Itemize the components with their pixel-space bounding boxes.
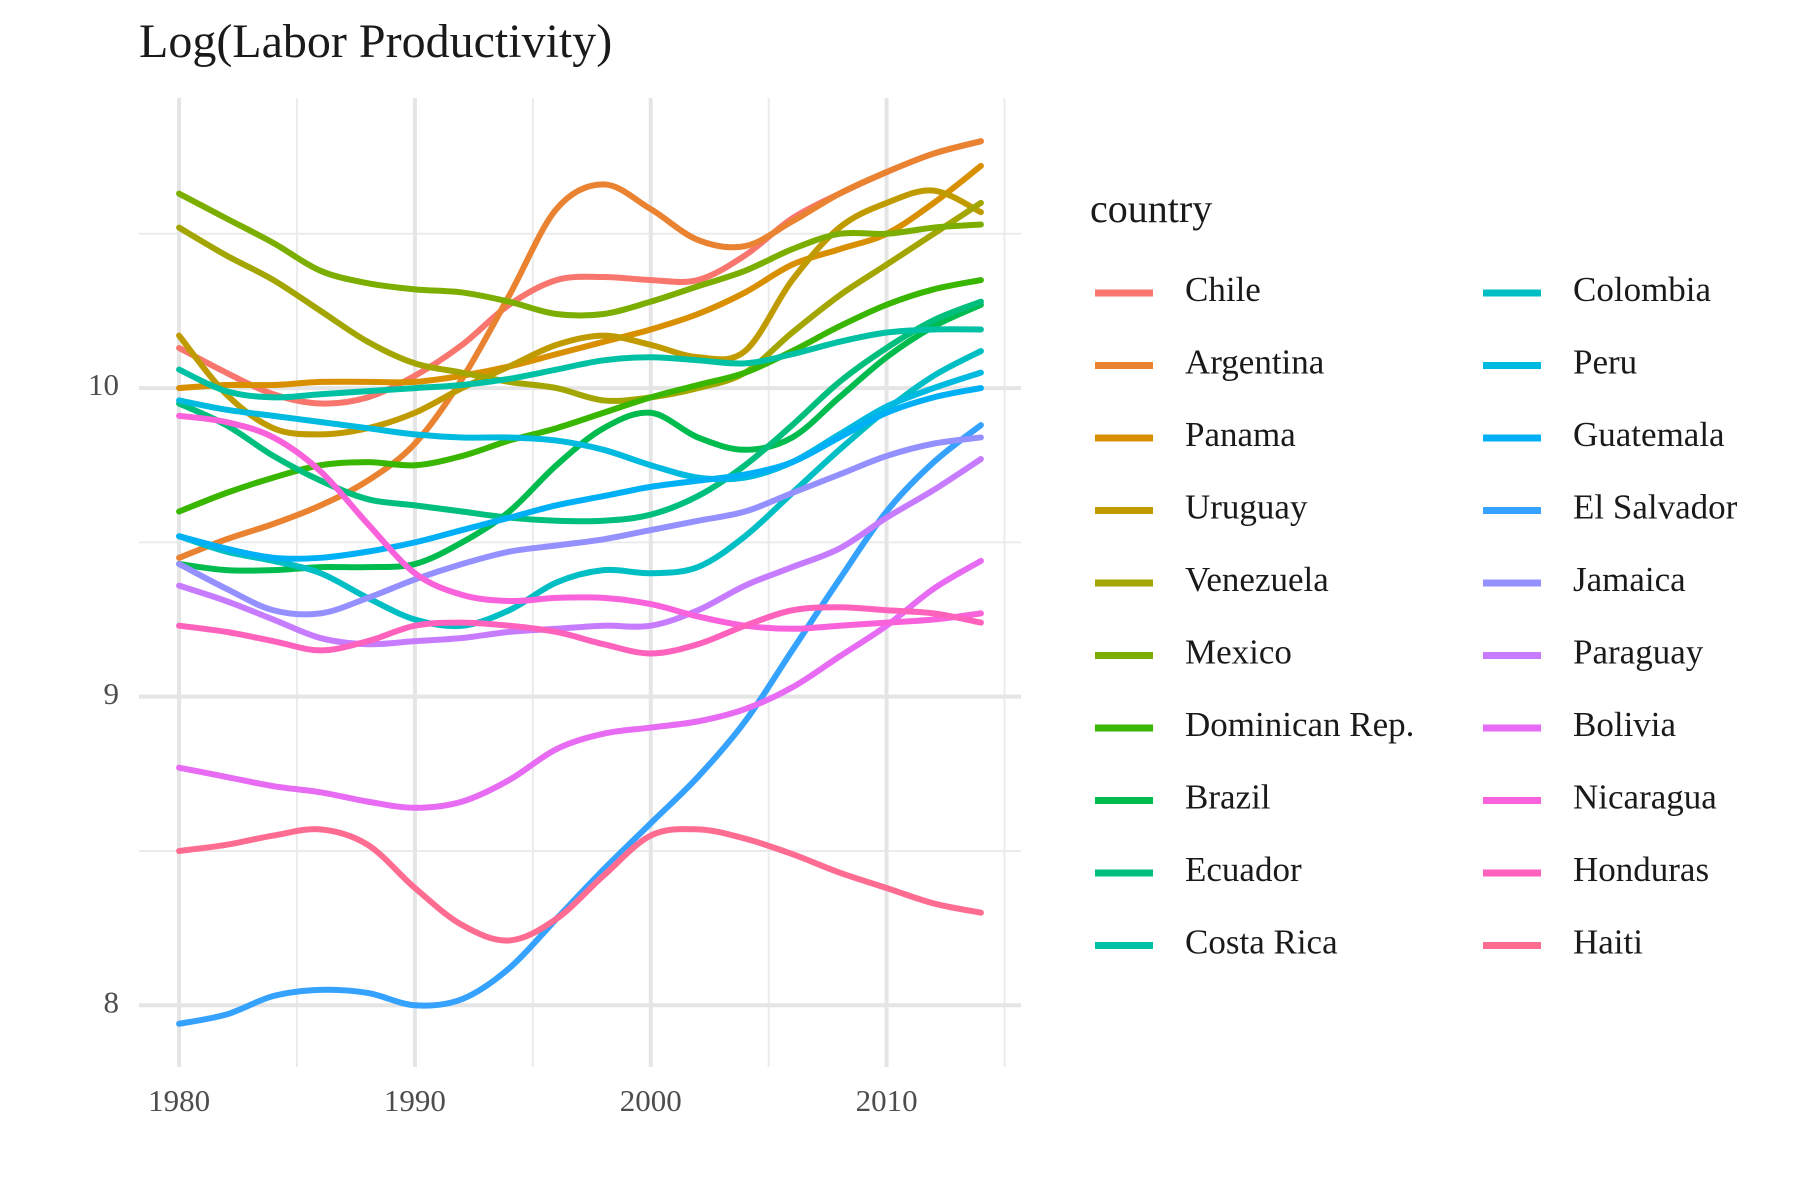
series-line	[176, 826, 984, 944]
series-line	[176, 434, 984, 618]
legend-label: Ecuador	[1185, 850, 1302, 889]
legend-label: Costa Rica	[1185, 923, 1338, 962]
legend-label: Colombia	[1573, 270, 1712, 309]
series-line	[176, 190, 984, 319]
legend-label: Mexico	[1185, 633, 1292, 672]
series-line	[176, 162, 984, 392]
series-line	[176, 199, 984, 404]
legend-label: El Salvador	[1573, 488, 1738, 527]
legend-label: Chile	[1185, 270, 1261, 309]
series-line	[176, 412, 984, 632]
series-line	[176, 456, 984, 648]
legend-label: Nicaragua	[1573, 778, 1717, 817]
legend-label: Bolivia	[1573, 705, 1677, 744]
x-tick-label: 2000	[620, 1083, 682, 1118]
series-line	[176, 326, 984, 401]
legend-label: Guatemala	[1573, 415, 1725, 454]
y-tick-label: 9	[104, 676, 120, 711]
y-tick-label: 10	[88, 367, 119, 402]
legend-label: Paraguay	[1573, 633, 1704, 672]
legend-label: Panama	[1185, 415, 1296, 454]
legend-label: Brazil	[1185, 778, 1271, 817]
x-tick-label: 2010	[856, 1083, 918, 1118]
legend-label: Honduras	[1573, 850, 1709, 889]
x-tick-label: 1980	[148, 1083, 210, 1118]
y-tick-label: 8	[104, 984, 120, 1019]
x-tick-label: 1990	[384, 1083, 446, 1118]
legend-label: Venezuela	[1185, 560, 1329, 599]
legend-title: country	[1090, 186, 1212, 231]
series-line	[176, 385, 984, 562]
series-line	[176, 348, 984, 630]
legend-label: Jamaica	[1573, 560, 1686, 599]
series-line	[176, 301, 984, 574]
series-line	[176, 557, 984, 811]
chart-title: Log(Labor Productivity)	[139, 15, 612, 68]
legend-label: Uruguay	[1185, 488, 1308, 527]
legend-label: Argentina	[1185, 343, 1325, 382]
series-line	[176, 298, 984, 525]
series-line	[176, 604, 984, 657]
legend-label: Dominican Rep.	[1185, 705, 1414, 744]
series-line	[176, 187, 984, 438]
legend-label: Peru	[1573, 343, 1637, 382]
series-line	[176, 138, 984, 561]
series-line	[176, 422, 984, 1027]
legend-label: Haiti	[1573, 923, 1643, 962]
